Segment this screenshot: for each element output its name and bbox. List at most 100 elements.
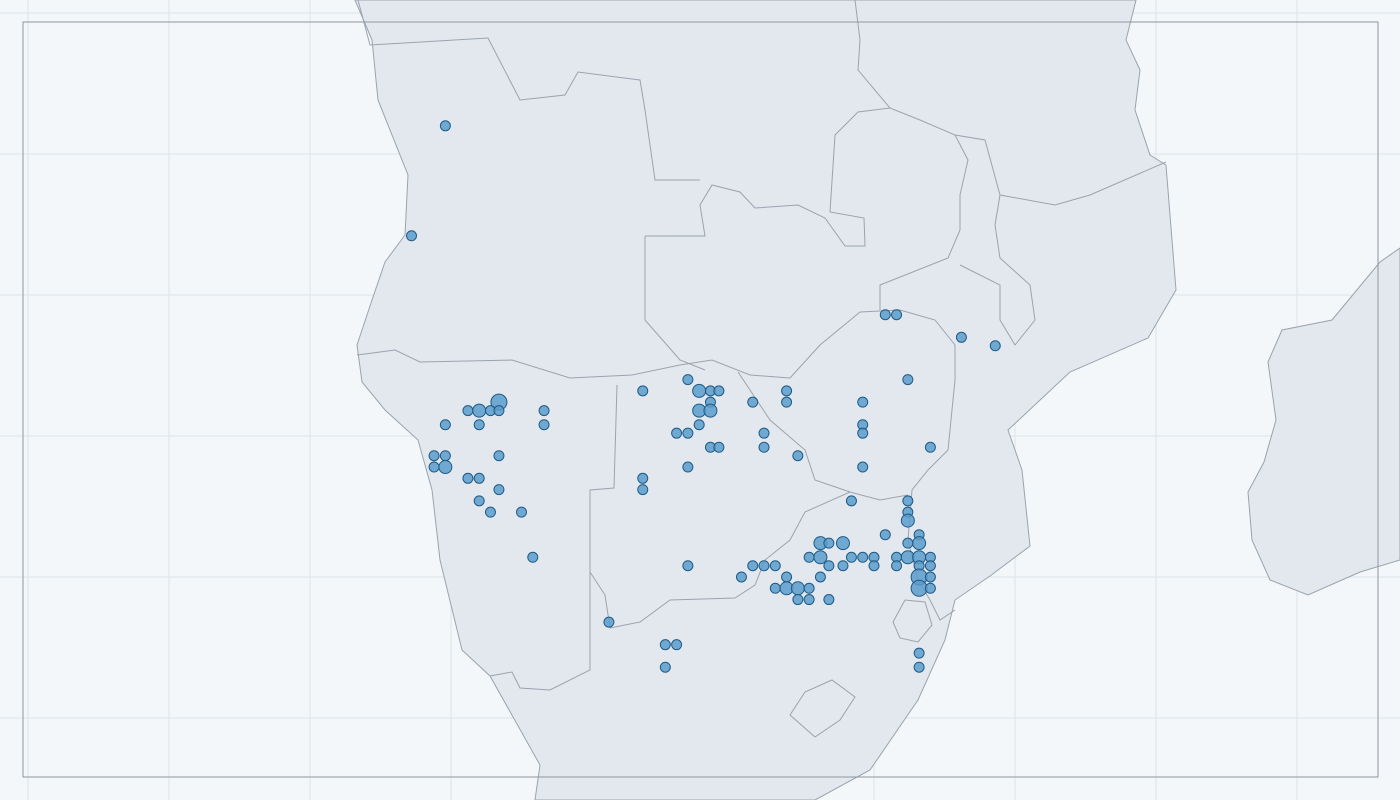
location-point [682, 560, 694, 572]
location-point [769, 560, 781, 572]
location-point [747, 396, 759, 408]
location-point [747, 560, 759, 572]
border [356, 349, 791, 379]
location-point [813, 550, 828, 565]
location-point [637, 484, 649, 496]
location-point [823, 537, 835, 549]
location-point [790, 581, 805, 596]
location-point [891, 309, 903, 321]
location-point [603, 616, 615, 628]
location-point [692, 383, 707, 398]
location-point [857, 551, 869, 563]
location-point [473, 495, 485, 507]
location-point [713, 385, 725, 397]
location-point [792, 594, 804, 606]
location-point [902, 495, 914, 507]
location-point [473, 472, 485, 484]
location-point [924, 582, 936, 594]
border [789, 309, 956, 621]
location-point [835, 536, 850, 551]
border [645, 107, 969, 310]
map-frame [22, 21, 1379, 778]
location-point [484, 506, 496, 518]
location-point [910, 579, 928, 597]
location-point [891, 560, 903, 572]
location-point [823, 594, 835, 606]
location-point [516, 506, 527, 518]
location-point [857, 461, 869, 473]
location-point [900, 513, 915, 528]
location-point [735, 571, 747, 583]
location-point [428, 450, 440, 462]
location-point [659, 661, 671, 673]
location-point [493, 450, 505, 462]
location-point [781, 396, 793, 408]
location-point [659, 639, 671, 651]
location-point [637, 472, 649, 484]
location-point [924, 560, 936, 572]
location-point [803, 594, 815, 606]
location-point [538, 405, 550, 417]
point-layer [406, 120, 1001, 673]
location-point [527, 551, 539, 563]
madagascar [1247, 247, 1400, 596]
location-point [781, 571, 793, 583]
location-point [845, 495, 857, 507]
location-point [902, 374, 914, 386]
border [357, 0, 1167, 371]
location-point [845, 551, 857, 563]
location-point [913, 661, 925, 673]
location-point [758, 427, 770, 439]
location-point [538, 419, 550, 431]
location-point [803, 582, 815, 594]
location-point [682, 427, 694, 439]
location-point [693, 419, 705, 431]
location-point [462, 405, 474, 417]
location-point [781, 385, 793, 397]
location-point [637, 385, 649, 397]
location-point [493, 484, 505, 496]
location-point [823, 560, 835, 572]
location-point [912, 536, 927, 551]
location-point [472, 403, 487, 418]
location-point [682, 374, 694, 386]
location-point [682, 461, 694, 473]
location-point [713, 441, 725, 453]
border [737, 371, 851, 493]
location-point [439, 419, 451, 431]
location-point [758, 560, 770, 572]
location-point [924, 571, 936, 583]
location-point [671, 427, 683, 439]
lesotho [789, 679, 856, 738]
location-point [439, 450, 451, 462]
location-point [671, 639, 683, 651]
location-point [439, 120, 451, 132]
location-point [857, 427, 869, 439]
africa-landmass [354, 0, 1177, 800]
location-point [955, 331, 967, 343]
location-point [902, 537, 914, 549]
location-point [406, 230, 418, 242]
location-point [868, 560, 880, 572]
location-point [438, 460, 453, 475]
location-point [758, 441, 770, 453]
location-point [462, 472, 474, 484]
location-point [814, 571, 826, 583]
location-point [913, 647, 925, 659]
location-point [473, 419, 485, 431]
border [489, 384, 618, 691]
location-point [879, 309, 891, 321]
location-point [989, 340, 1001, 352]
location-point [924, 441, 936, 453]
location-point [857, 396, 869, 408]
location-point [803, 551, 815, 563]
location-point [769, 582, 781, 594]
location-point [703, 403, 718, 418]
location-point [493, 405, 505, 417]
location-point [428, 461, 440, 473]
location-point [879, 529, 891, 541]
location-point [837, 560, 849, 572]
eswatini [892, 599, 933, 643]
